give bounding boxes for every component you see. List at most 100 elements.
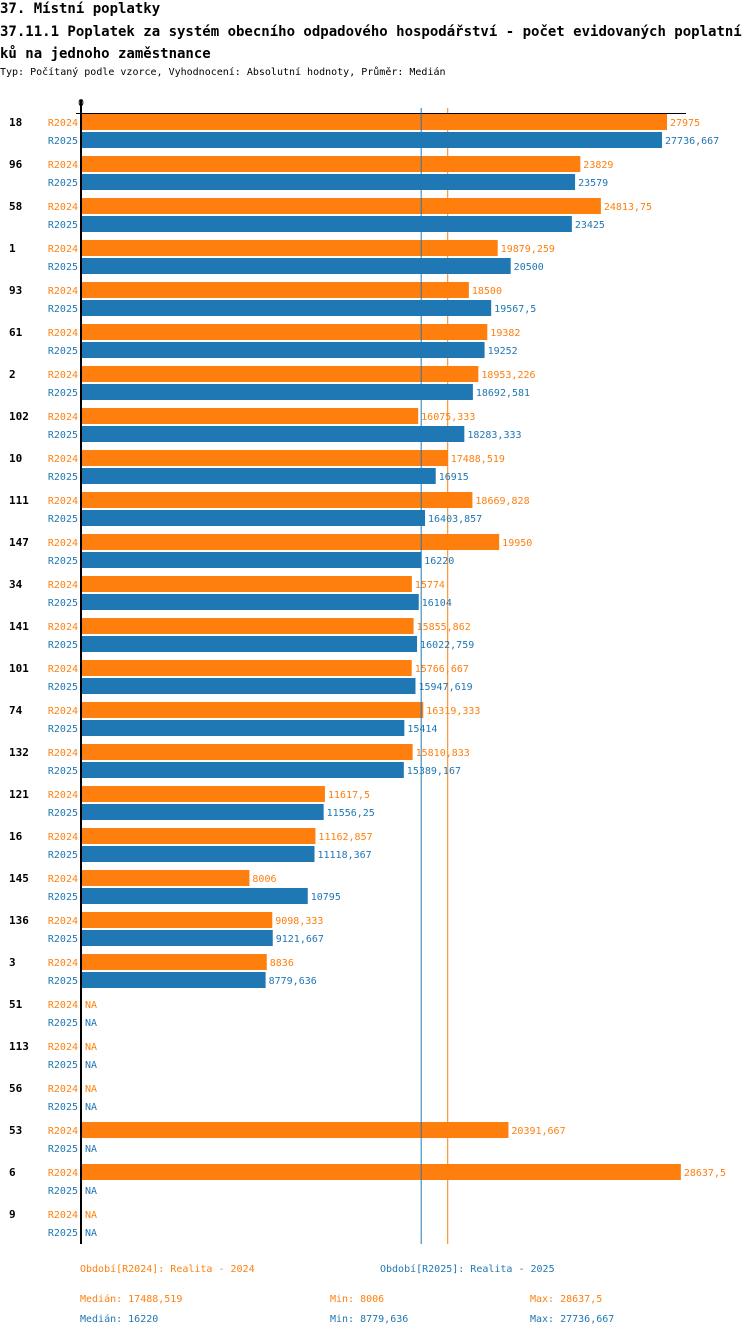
- bar-r2025: [82, 636, 418, 652]
- value-label: 15855,862: [417, 622, 471, 633]
- bar-r2024: [82, 492, 473, 508]
- series-label-r2024: R2024: [48, 1168, 78, 1179]
- value-label: 11617,5: [328, 790, 370, 801]
- value-label: 16220: [424, 556, 454, 567]
- value-label: 23425: [575, 220, 605, 231]
- bar-r2025: [82, 510, 426, 526]
- series-label-r2024: R2024: [48, 748, 78, 759]
- series-label-r2024: R2024: [48, 958, 78, 969]
- value-label: 16319,333: [426, 706, 480, 717]
- series-label-r2025: R2025: [48, 724, 78, 735]
- category-label: 9: [9, 1208, 16, 1221]
- value-label: NA: [85, 1060, 97, 1071]
- bar-r2025: [82, 174, 576, 190]
- value-label: 18692,581: [476, 388, 530, 399]
- category-label: 51: [9, 998, 23, 1011]
- value-label: 8779,636: [269, 976, 317, 987]
- category-label: 34: [9, 578, 23, 591]
- series-label-r2024: R2024: [48, 328, 78, 339]
- value-label: 8836: [270, 958, 294, 969]
- series-label-r2025: R2025: [48, 766, 78, 777]
- value-label: 16022,759: [420, 640, 474, 651]
- bar-r2024: [82, 744, 413, 760]
- bar-r2025: [82, 972, 266, 988]
- series-label-r2025: R2025: [48, 472, 78, 483]
- legend-r2025-max: Max: 27736,667: [530, 1314, 615, 1325]
- value-label: 11118,367: [318, 850, 372, 861]
- bar-r2024: [82, 366, 479, 382]
- series-label-r2025: R2025: [48, 682, 78, 693]
- category-label: 74: [9, 704, 23, 717]
- value-label: 18500: [472, 286, 502, 297]
- category-label: 96: [9, 158, 23, 171]
- category-label: 102: [9, 410, 29, 423]
- series-label-r2024: R2024: [48, 370, 78, 381]
- value-label: 15766,667: [415, 664, 469, 675]
- value-label: 8006: [252, 874, 276, 885]
- value-label: 15774: [415, 580, 445, 591]
- value-label: NA: [85, 1042, 97, 1053]
- series-label-r2025: R2025: [48, 892, 78, 903]
- bar-r2024: [82, 450, 448, 466]
- bar-r2025: [82, 132, 663, 148]
- category-label: 145: [9, 872, 29, 885]
- bar-r2025: [82, 804, 324, 820]
- legend-r2024-median: Medián: 17488,519: [80, 1294, 183, 1305]
- series-label-r2024: R2024: [48, 286, 78, 297]
- bar-r2024: [82, 660, 412, 676]
- series-label-r2025: R2025: [48, 262, 78, 273]
- series-label-r2025: R2025: [48, 514, 78, 525]
- bar-r2025: [82, 216, 572, 232]
- bar-r2024: [82, 324, 488, 340]
- value-label: 18669,828: [475, 496, 529, 507]
- category-label: 2: [9, 368, 16, 381]
- series-label-r2024: R2024: [48, 916, 78, 927]
- category-label: 1: [9, 242, 16, 255]
- category-label: 132: [9, 746, 29, 759]
- value-label: NA: [85, 1144, 97, 1155]
- value-label: 16104: [422, 598, 452, 609]
- legend-r2024-max: Max: 28637,5: [530, 1294, 603, 1305]
- bar-r2024: [82, 702, 424, 718]
- value-label: 19879,259: [501, 244, 555, 255]
- series-label-r2024: R2024: [48, 454, 78, 465]
- value-label: NA: [85, 1000, 97, 1011]
- category-label: 141: [9, 620, 29, 633]
- value-label: 15810,833: [416, 748, 470, 759]
- value-label: 18283,333: [467, 430, 521, 441]
- legend-r2025-median: Medián: 16220: [80, 1314, 159, 1325]
- category-label: 18: [9, 116, 22, 129]
- series-label-r2025: R2025: [48, 1186, 78, 1197]
- series-label-r2024: R2024: [48, 1126, 78, 1137]
- value-label: 17488,519: [451, 454, 505, 465]
- series-label-r2024: R2024: [48, 496, 78, 507]
- value-label: 20391,667: [511, 1126, 565, 1137]
- category-label: 111: [9, 494, 29, 507]
- series-label-r2024: R2024: [48, 790, 78, 801]
- series-label-r2025: R2025: [48, 1102, 78, 1113]
- bar-r2025: [82, 426, 465, 442]
- bar-r2024: [82, 198, 601, 214]
- series-label-r2024: R2024: [48, 1210, 78, 1221]
- series-label-r2024: R2024: [48, 202, 78, 213]
- series-label-r2024: R2024: [48, 580, 78, 591]
- series-label-r2024: R2024: [48, 874, 78, 885]
- category-label: 16: [9, 830, 23, 843]
- value-label: NA: [85, 1186, 97, 1197]
- series-label-r2024: R2024: [48, 412, 78, 423]
- bar-r2025: [82, 888, 308, 904]
- legend-r2025-label: Období[R2025]: Realita - 2025: [380, 1264, 555, 1275]
- bar-r2025: [82, 468, 436, 484]
- series-label-r2025: R2025: [48, 850, 78, 861]
- value-label: 18953,226: [481, 370, 535, 381]
- category-label: 121: [9, 788, 29, 801]
- bar-r2024: [82, 954, 267, 970]
- value-label: NA: [85, 1084, 97, 1095]
- series-label-r2024: R2024: [48, 706, 78, 717]
- series-label-r2024: R2024: [48, 118, 78, 129]
- series-label-r2024: R2024: [48, 664, 78, 675]
- legend-r2025-min: Min: 8779,636: [330, 1314, 409, 1325]
- value-label: NA: [85, 1102, 97, 1113]
- category-label: 6: [9, 1166, 16, 1179]
